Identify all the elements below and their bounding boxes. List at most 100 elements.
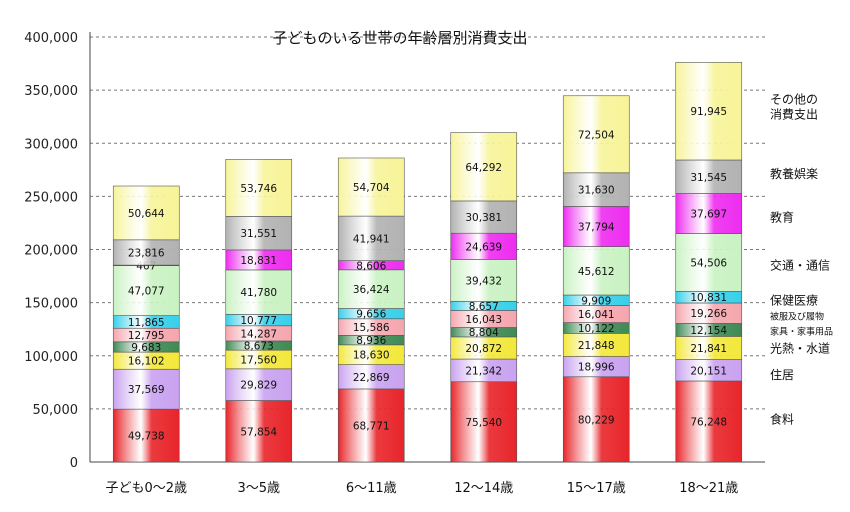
chart-title: 子どものいる世帯の年齢層別消費支出 (272, 29, 527, 47)
data-label: 19,266 (690, 308, 727, 320)
bar-stack: 76,248 20,151 21,841 12,154 19,266 10,831 54,5… (675, 62, 743, 463)
data-label: 41,941 (353, 233, 390, 245)
bar-segment (112, 265, 180, 316)
bar-segment (675, 380, 743, 463)
data-label: 91,945 (690, 106, 727, 118)
data-label: 9,909 (581, 295, 611, 307)
bar-segment (337, 364, 405, 390)
data-label: 72,504 (578, 129, 615, 141)
legend-label: 光熱・水道 (770, 341, 830, 355)
gridlines (90, 36, 765, 410)
legend-label: その他の (770, 93, 818, 107)
data-label: 21,848 (578, 340, 615, 352)
data-label: 37,569 (128, 384, 165, 396)
data-label: 9,656 (356, 309, 386, 321)
x-tick-label: 12～14歳 (454, 481, 513, 496)
bar-segment (675, 233, 743, 292)
legend-label: 保健医療 (770, 294, 818, 308)
data-label: 12,154 (690, 325, 727, 337)
data-label: 20,872 (465, 343, 502, 355)
bar-segment (112, 368, 180, 410)
y-tick-label: 100,000 (24, 350, 78, 365)
bar-segment (112, 185, 180, 241)
y-tick-label: 350,000 (24, 84, 78, 99)
data-label: 22,869 (353, 372, 390, 384)
legend-label: 教育 (770, 210, 794, 225)
legend-label: 被服及び履物 (770, 310, 824, 322)
data-label: 12,795 (128, 330, 165, 342)
bar-segment (337, 388, 405, 463)
y-tick-label: 400,000 (24, 31, 78, 46)
data-label: 21,342 (465, 365, 502, 377)
data-label: 49,738 (128, 431, 165, 443)
data-label: 31,545 (690, 172, 727, 184)
bar-segment (112, 239, 180, 266)
y-tick-label: 300,000 (24, 137, 78, 152)
data-label: 8,606 (356, 260, 386, 272)
data-label: 10,777 (240, 315, 277, 327)
data-label: 53,746 (240, 183, 277, 195)
data-label: 76,248 (690, 416, 727, 428)
bar-segment (337, 269, 405, 309)
data-label: 9,683 (131, 342, 161, 354)
bar-segment (225, 269, 293, 315)
x-tick-label: 15～17歳 (567, 481, 626, 496)
data-label: 18,630 (353, 350, 390, 362)
data-label: 80,229 (578, 414, 615, 426)
data-label: 37,697 (690, 209, 727, 221)
bar-segment (562, 246, 630, 296)
data-label: 68,771 (353, 420, 390, 432)
y-tick-label: 50,000 (33, 403, 79, 418)
data-label: 36,424 (353, 284, 390, 296)
data-label: 16,043 (465, 314, 502, 326)
data-label: 30,381 (465, 212, 502, 224)
data-label: 54,704 (353, 182, 390, 194)
bar-segment (225, 400, 293, 463)
data-label: 11,865 (128, 317, 165, 329)
data-label: 47,077 (128, 286, 165, 298)
data-label: 37,794 (578, 221, 615, 233)
data-label: 57,854 (240, 426, 277, 438)
legend-label: 食料 (770, 412, 794, 427)
data-label: 39,432 (465, 275, 502, 287)
data-label: 8,673 (244, 341, 274, 353)
data-label: 24,639 (465, 241, 502, 253)
bar-segment (337, 215, 405, 261)
legend-label: 家具・家事用品 (770, 325, 833, 337)
x-tick-label: 子ども0～2歳 (105, 481, 187, 496)
data-label: 21,841 (690, 343, 727, 355)
bar-segment (675, 159, 743, 194)
bar-segment (225, 159, 293, 217)
bar-segment (450, 259, 518, 302)
bar-segment (225, 368, 293, 401)
data-label: 20,151 (690, 365, 727, 377)
bar-segment (562, 95, 630, 174)
y-tick-label: 200,000 (24, 244, 78, 259)
data-label: 31,630 (578, 185, 615, 197)
data-label: 8,804 (469, 327, 499, 339)
x-axis: 子ども0～2歳 3～5歳 6～11歳 12～14歳 15～17歳 18～21歳 (105, 481, 738, 496)
bar-segment (225, 216, 293, 251)
bar-stack: 80,229 18,996 21,848 10,122 16,041 9,909 45,61… (562, 95, 630, 463)
data-label: 41,780 (240, 287, 277, 299)
data-label: 8,657 (469, 301, 499, 313)
data-label: 10,122 (578, 323, 615, 335)
y-tick-label: 250,000 (24, 190, 78, 205)
legend-label: 住居 (770, 368, 794, 382)
bar-segment (675, 62, 743, 161)
bar-segment (450, 232, 518, 260)
data-label: 45,612 (578, 266, 615, 278)
legend-label: 交通・通信 (770, 257, 830, 272)
bar-segment (450, 381, 518, 463)
bar-segment (450, 132, 518, 202)
x-tick-label: 18～21歳 (679, 481, 738, 496)
x-tick-label: 6～11歳 (346, 481, 397, 496)
data-label: 8,936 (356, 335, 386, 347)
y-tick-label: 150,000 (24, 297, 78, 312)
